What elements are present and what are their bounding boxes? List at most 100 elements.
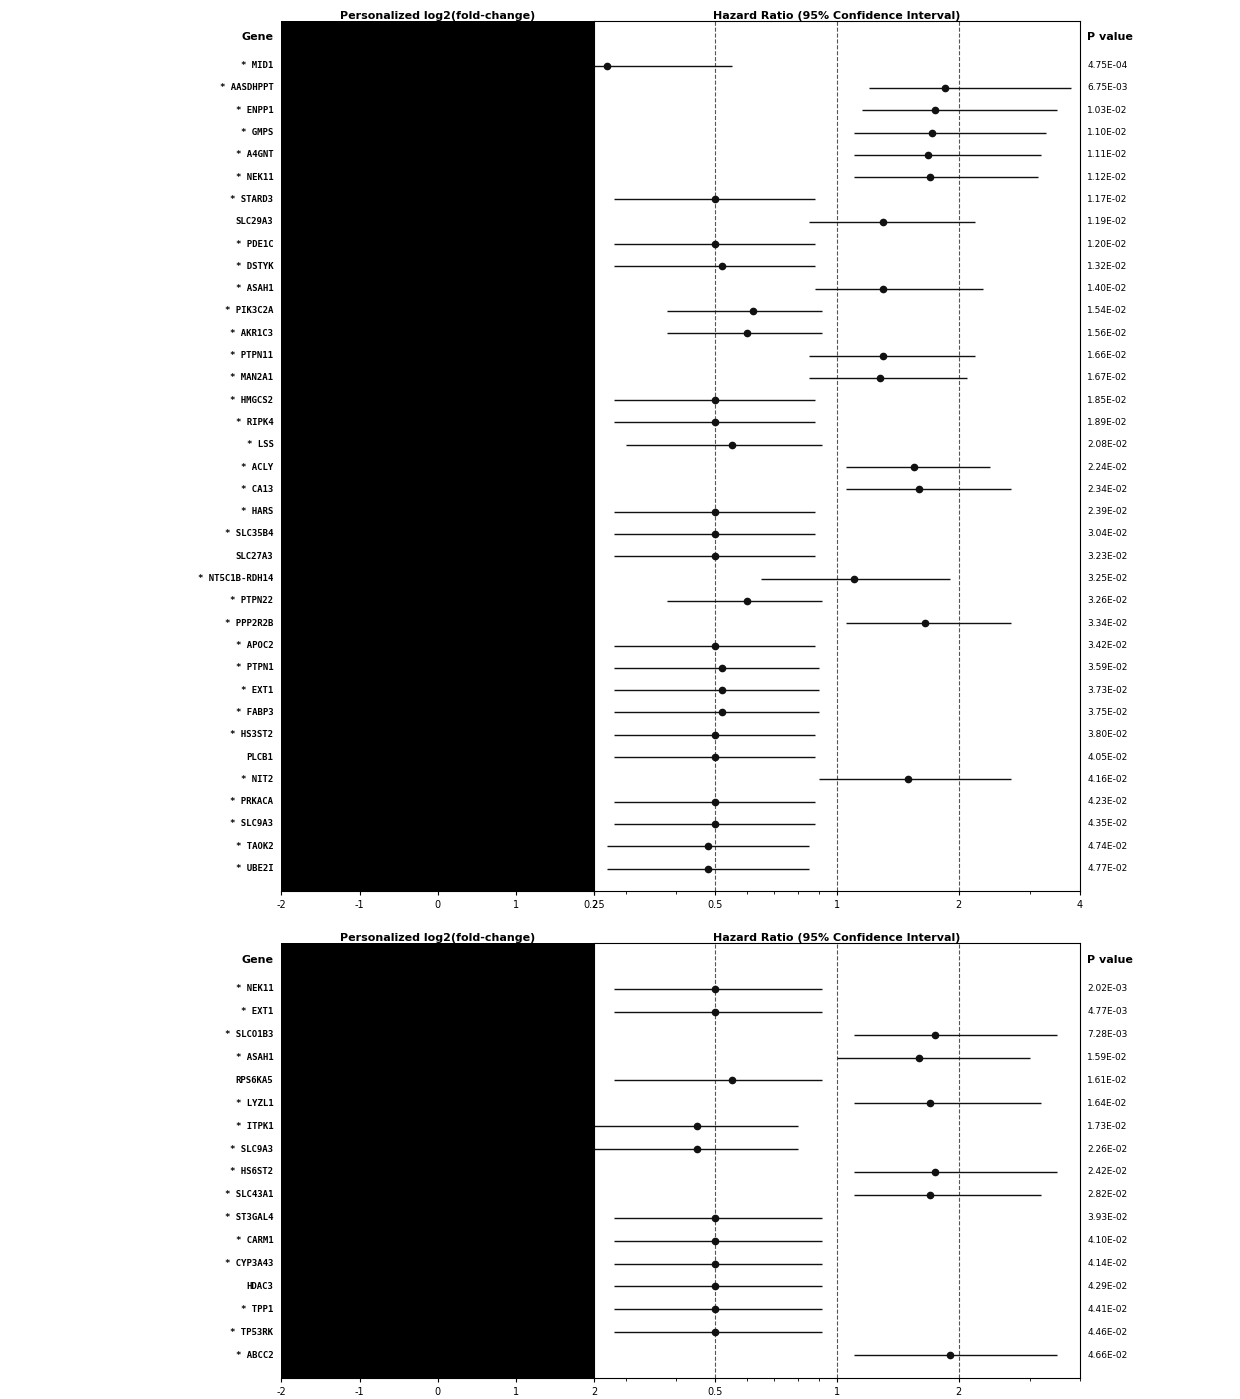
Text: * HMGCS2: * HMGCS2 <box>231 396 273 404</box>
Text: PLCB1: PLCB1 <box>247 753 273 761</box>
Text: 7.28E-03: 7.28E-03 <box>1087 1030 1128 1039</box>
Text: Gene: Gene <box>242 954 273 965</box>
Text: 3.59E-02: 3.59E-02 <box>1087 663 1128 673</box>
Text: * TAOK2: * TAOK2 <box>236 842 273 851</box>
Text: 2.26E-02: 2.26E-02 <box>1087 1144 1127 1154</box>
Text: Hazard Ratio (95% Confidence Interval): Hazard Ratio (95% Confidence Interval) <box>713 933 961 943</box>
Text: Gene: Gene <box>242 32 273 42</box>
Text: 1.56E-02: 1.56E-02 <box>1087 329 1128 337</box>
Text: 3.42E-02: 3.42E-02 <box>1087 641 1127 651</box>
Text: 3.73E-02: 3.73E-02 <box>1087 686 1128 695</box>
Text: 1.20E-02: 1.20E-02 <box>1087 239 1127 249</box>
Text: 2.08E-02: 2.08E-02 <box>1087 441 1127 449</box>
Text: SLC29A3: SLC29A3 <box>236 217 273 227</box>
Text: 4.23E-02: 4.23E-02 <box>1087 797 1127 806</box>
Text: 2.34E-02: 2.34E-02 <box>1087 485 1127 494</box>
Bar <box>281 880 594 891</box>
Text: 1.11E-02: 1.11E-02 <box>1087 150 1128 159</box>
Text: 1.61E-02: 1.61E-02 <box>1087 1076 1128 1084</box>
Text: 3.25E-02: 3.25E-02 <box>1087 574 1127 583</box>
Text: Personalized log2(fold-change): Personalized log2(fold-change) <box>340 11 536 21</box>
Text: 3.04E-02: 3.04E-02 <box>1087 529 1127 539</box>
Text: * PDE1C: * PDE1C <box>236 239 273 249</box>
Text: * TP53RK: * TP53RK <box>231 1328 273 1336</box>
Text: 1.66E-02: 1.66E-02 <box>1087 351 1128 360</box>
Text: 4.16E-02: 4.16E-02 <box>1087 775 1127 783</box>
Text: 4.75E-04: 4.75E-04 <box>1087 62 1127 70</box>
Text: * ASAH1: * ASAH1 <box>236 1053 273 1062</box>
Text: * PPP2R2B: * PPP2R2B <box>224 618 273 628</box>
Text: 6.75E-03: 6.75E-03 <box>1087 84 1128 92</box>
Text: 1.67E-02: 1.67E-02 <box>1087 374 1128 382</box>
Text: 4.46E-02: 4.46E-02 <box>1087 1328 1127 1336</box>
Text: * PTPN22: * PTPN22 <box>231 596 273 606</box>
Text: P value: P value <box>1087 32 1133 42</box>
Text: * AASDHPPT: * AASDHPPT <box>219 84 273 92</box>
Text: 4.74E-02: 4.74E-02 <box>1087 842 1127 851</box>
Text: 4.66E-02: 4.66E-02 <box>1087 1350 1127 1360</box>
Text: 4.10E-02: 4.10E-02 <box>1087 1237 1127 1245</box>
Text: * NT5C1B-RDH14: * NT5C1B-RDH14 <box>198 574 273 583</box>
Text: 4.41E-02: 4.41E-02 <box>1087 1305 1127 1314</box>
Text: 1.54E-02: 1.54E-02 <box>1087 306 1127 315</box>
Text: * LSS: * LSS <box>247 441 273 449</box>
Text: * FABP3: * FABP3 <box>236 708 273 716</box>
Text: * ENPP1: * ENPP1 <box>236 106 273 115</box>
Text: 1.03E-02: 1.03E-02 <box>1087 106 1128 115</box>
Text: * HS6ST2: * HS6ST2 <box>231 1168 273 1177</box>
Text: * A4GNT: * A4GNT <box>236 150 273 159</box>
Bar <box>281 1367 594 1378</box>
Text: * RIPK4: * RIPK4 <box>236 418 273 427</box>
Text: * SLC35B4: * SLC35B4 <box>224 529 273 539</box>
Text: 2.39E-02: 2.39E-02 <box>1087 508 1127 516</box>
Text: * TPP1: * TPP1 <box>241 1305 273 1314</box>
Text: * NEK11: * NEK11 <box>236 985 273 993</box>
Text: * PTPN11: * PTPN11 <box>231 351 273 360</box>
Text: * EXT1: * EXT1 <box>241 1007 273 1016</box>
Text: 3.26E-02: 3.26E-02 <box>1087 596 1127 606</box>
Text: 1.40E-02: 1.40E-02 <box>1087 284 1127 294</box>
Text: 3.23E-02: 3.23E-02 <box>1087 551 1127 561</box>
Text: * ASAH1: * ASAH1 <box>236 284 273 294</box>
Text: 3.80E-02: 3.80E-02 <box>1087 730 1128 739</box>
Text: * MAN2A1: * MAN2A1 <box>231 374 273 382</box>
Text: 1.10E-02: 1.10E-02 <box>1087 129 1128 137</box>
Text: * HARS: * HARS <box>241 508 273 516</box>
Text: 1.17E-02: 1.17E-02 <box>1087 194 1128 204</box>
Text: * STARD3: * STARD3 <box>231 194 273 204</box>
Text: HDAC3: HDAC3 <box>247 1281 273 1291</box>
Text: 2.42E-02: 2.42E-02 <box>1087 1168 1127 1177</box>
Text: 4.77E-02: 4.77E-02 <box>1087 865 1127 873</box>
Text: * PIK3C2A: * PIK3C2A <box>224 306 273 315</box>
Text: * SLC9A3: * SLC9A3 <box>231 1144 273 1154</box>
Text: 2.24E-02: 2.24E-02 <box>1087 463 1127 471</box>
Text: * NIT2: * NIT2 <box>241 775 273 783</box>
Text: 1.85E-02: 1.85E-02 <box>1087 396 1128 404</box>
Text: * NEK11: * NEK11 <box>236 172 273 182</box>
Text: 4.77E-03: 4.77E-03 <box>1087 1007 1128 1016</box>
Text: * SLC43A1: * SLC43A1 <box>224 1191 273 1199</box>
Text: 3.75E-02: 3.75E-02 <box>1087 708 1128 716</box>
Text: * EXT1: * EXT1 <box>241 686 273 695</box>
Text: * GMPS: * GMPS <box>241 129 273 137</box>
Text: 1.32E-02: 1.32E-02 <box>1087 262 1127 271</box>
Text: P value: P value <box>1087 954 1133 965</box>
Text: 1.64E-02: 1.64E-02 <box>1087 1098 1127 1108</box>
Text: * APOC2: * APOC2 <box>236 641 273 651</box>
Text: 4.14E-02: 4.14E-02 <box>1087 1259 1127 1267</box>
Text: 4.29E-02: 4.29E-02 <box>1087 1281 1127 1291</box>
Text: 1.19E-02: 1.19E-02 <box>1087 217 1128 227</box>
Text: * ST3GAL4: * ST3GAL4 <box>224 1213 273 1223</box>
Text: 1.89E-02: 1.89E-02 <box>1087 418 1128 427</box>
Text: 1.59E-02: 1.59E-02 <box>1087 1053 1128 1062</box>
Text: 4.05E-02: 4.05E-02 <box>1087 753 1127 761</box>
Text: * AKR1C3: * AKR1C3 <box>231 329 273 337</box>
Text: * PTPN1: * PTPN1 <box>236 663 273 673</box>
Text: 3.34E-02: 3.34E-02 <box>1087 618 1127 628</box>
Text: RPS6KA5: RPS6KA5 <box>236 1076 273 1084</box>
Text: * DSTYK: * DSTYK <box>236 262 273 271</box>
Text: * LYZL1: * LYZL1 <box>236 1098 273 1108</box>
Text: 3.93E-02: 3.93E-02 <box>1087 1213 1128 1223</box>
Text: SLC27A3: SLC27A3 <box>236 551 273 561</box>
Text: * MID1: * MID1 <box>241 62 273 70</box>
